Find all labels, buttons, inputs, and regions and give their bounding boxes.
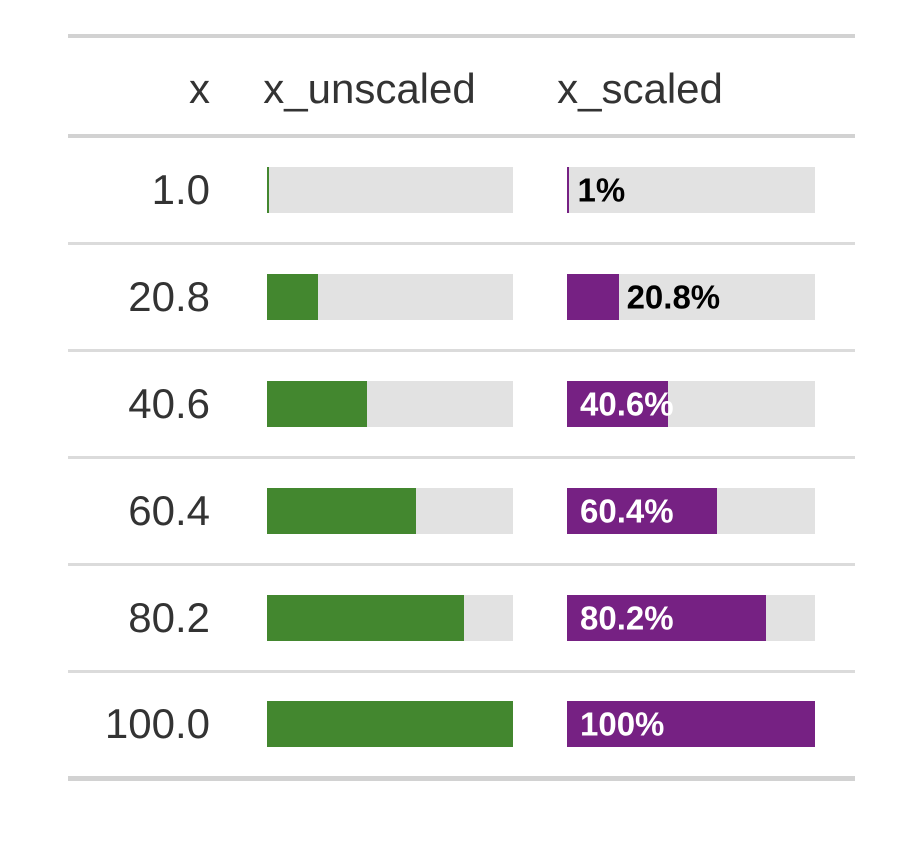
column-header-x-scaled-label: x_scaled (557, 65, 723, 112)
unscaled-bar-cell (218, 136, 521, 243)
scaled-bar-cell: 20.8% (521, 243, 855, 350)
table-body: 1.0 1% 20.8 20.8% 40.6 (68, 136, 855, 778)
scaled-bar-track: 40.6% (567, 380, 815, 427)
x-value-cell: 20.8 (128, 272, 210, 320)
unscaled-bar-cell (218, 671, 521, 778)
table-row: 1.0 1% (68, 136, 855, 243)
scaled-bar-fill (567, 273, 619, 320)
scaled-bar-fill (567, 701, 815, 747)
unscaled-bar-fill (267, 701, 513, 747)
x-value-cell: 60.4 (128, 486, 210, 534)
x-value-cell: 40.6 (128, 379, 210, 427)
column-header-x: x (189, 65, 210, 112)
bar-percentage-label: 20.8% (626, 278, 721, 315)
unscaled-bar-fill (267, 380, 367, 427)
scaled-bar-cell: 80.2% (521, 564, 855, 671)
scaled-bar-cell: 1% (521, 136, 855, 243)
scaled-bar-track: 80.2% (567, 594, 815, 641)
scaled-bar-track: 1% (567, 166, 815, 213)
unscaled-bar-fill (267, 166, 270, 213)
x-value-cell: 100.0 (104, 700, 210, 747)
unscaled-bar-cell (218, 243, 521, 350)
unscaled-bar-cell (218, 457, 521, 564)
unscaled-bar-track (267, 273, 513, 320)
table-row: 100.0 100% (68, 671, 855, 778)
bar-percentage-label: 100% (580, 705, 665, 743)
unscaled-bar-track (267, 701, 513, 747)
table-row: 80.2 80.2% (68, 564, 855, 671)
scaled-bar-cell: 40.6% (521, 350, 855, 457)
unscaled-bar-track (267, 487, 513, 534)
unscaled-bar-track (267, 594, 513, 641)
column-header-x-unscaled: x_unscaled (263, 65, 476, 112)
column-header-x-scaled: x_scaled (521, 36, 855, 136)
unscaled-bar-track (267, 166, 513, 213)
bar-percentage-label: 80.2% (580, 599, 674, 636)
unscaled-bar-fill (267, 273, 319, 320)
table-row: 20.8 20.8% (68, 243, 855, 350)
table-header: x x_unscaled x_scaled (68, 36, 855, 136)
x-value-cell: 1.0 (151, 165, 210, 213)
header-row: x x_unscaled x_scaled (68, 36, 855, 136)
scaled-bar-fill (567, 487, 717, 534)
bar-percentage-label: 60.4% (580, 492, 674, 529)
table-row: 60.4 60.4% (68, 457, 855, 564)
unscaled-bar-track (267, 380, 513, 427)
scaled-bar-fill (567, 380, 668, 427)
scaled-bar-cell: 100% (521, 671, 855, 778)
unscaled-bar-fill (267, 487, 416, 534)
data-table: x x_unscaled x_scaled 1.0 1% 20.8 (68, 34, 855, 781)
unscaled-bar-cell (218, 564, 521, 671)
scaled-bar-track: 60.4% (567, 487, 815, 534)
scaled-bar-track: 20.8% (567, 273, 815, 320)
x-value-cell: 80.2 (128, 593, 210, 641)
unscaled-bar-cell (218, 350, 521, 457)
scaled-bar-cell: 60.4% (521, 457, 855, 564)
scaled-bar-fill (567, 594, 766, 641)
bar-percentage-label: 1% (577, 171, 626, 209)
scaled-bar-track: 100% (567, 701, 815, 747)
table-row: 40.6 40.6% (68, 350, 855, 457)
scaled-bar-fill (567, 166, 570, 213)
bar-percentage-label: 40.6% (580, 385, 674, 422)
unscaled-bar-fill (267, 594, 465, 641)
